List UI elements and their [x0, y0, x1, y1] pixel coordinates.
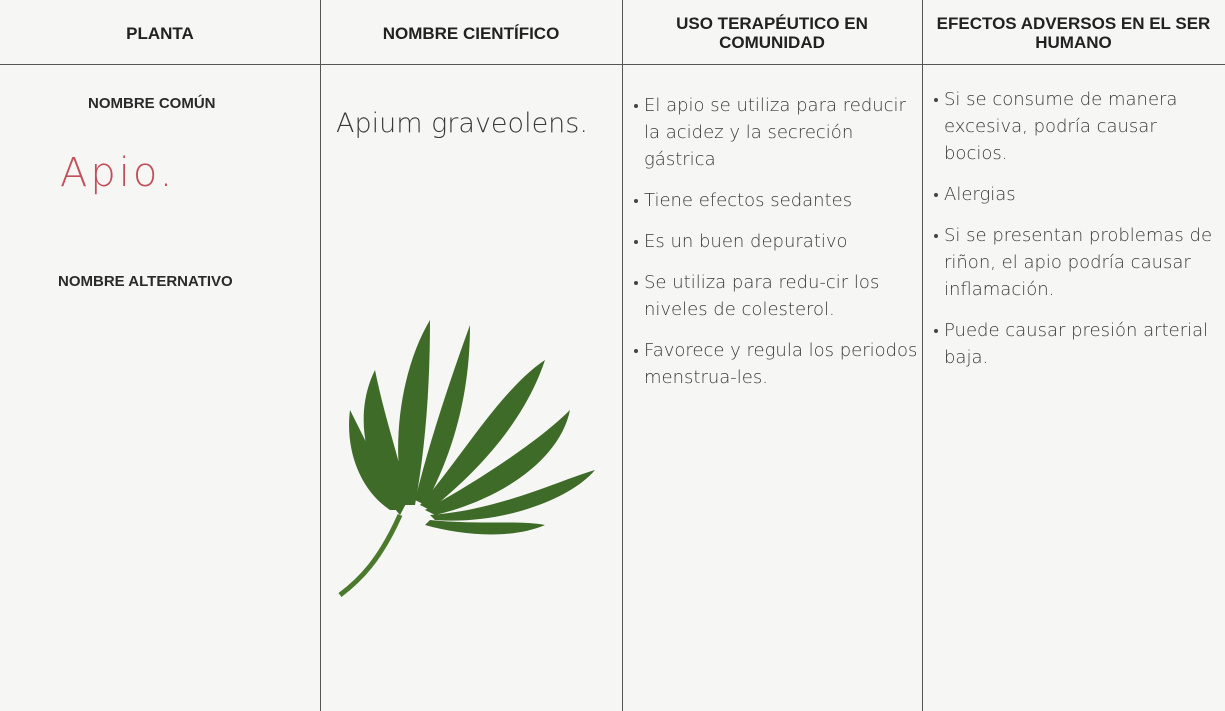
use-item: El apio se utiliza para reducir la acide…	[632, 92, 922, 173]
adverse-effects-list: Si se consume de manera excesiva, podría…	[932, 86, 1222, 385]
common-name: Apio.	[60, 150, 176, 196]
effect-item-text: Puede causar presión arterial baja.	[944, 320, 1209, 368]
column-header: NOMBRE CIENTÍFICO	[382, 23, 560, 43]
effect-item-text: Alergias	[944, 184, 1016, 205]
use-item-text: Favorece y regula los periodos menstrua-…	[644, 340, 918, 388]
effect-item: Alergias	[932, 181, 1222, 208]
use-item-text: Tiene efectos sedantes	[644, 190, 853, 211]
common-name-label: NOMBRE COMÚN	[88, 95, 216, 112]
bullet	[934, 329, 938, 333]
bullet	[634, 281, 638, 285]
bullet	[934, 193, 938, 197]
bullet	[634, 104, 638, 108]
column-header: EFECTOS ADVERSOS EN EL SER HUMANO	[936, 14, 1211, 52]
column-header: PLANTA	[126, 23, 194, 43]
alternative-name-label: NOMBRE ALTERNATIVO	[58, 273, 233, 290]
effect-item: Si se presentan problemas de riñon, el a…	[932, 222, 1222, 303]
use-item: Es un buen depurativo	[632, 228, 922, 255]
use-item: Tiene efectos sedantes	[632, 187, 922, 214]
header-divider	[0, 64, 1225, 65]
effect-item-text: Si se presentan problemas de riñon, el a…	[944, 225, 1213, 300]
use-item: Favorece y regula los periodos menstrua-…	[632, 337, 922, 391]
column-divider	[320, 0, 321, 711]
leaf-illustration	[338, 320, 595, 597]
scientific-name: Apium graveolens.	[336, 108, 588, 139]
bullet	[934, 234, 938, 238]
bullet	[634, 349, 638, 353]
leaf-blades	[349, 320, 595, 535]
column-divider	[922, 0, 923, 711]
effect-item-text: Si se consume de manera excesiva, podría…	[944, 89, 1178, 164]
use-item-text: El apio se utiliza para reducir la acide…	[644, 95, 906, 170]
uses-list: El apio se utiliza para reducir la acide…	[632, 92, 922, 405]
bullet	[634, 240, 638, 244]
bullet	[934, 98, 938, 102]
column-header: USO TERAPÉUTICO EN COMUNIDAD	[676, 14, 868, 52]
use-item: Se utiliza para redu-cir los niveles de …	[632, 269, 922, 323]
column-divider	[622, 0, 623, 711]
effect-item: Puede causar presión arterial baja.	[932, 317, 1222, 371]
effect-item: Si se consume de manera excesiva, podría…	[932, 86, 1222, 167]
use-item-text: Se utiliza para redu-cir los niveles de …	[644, 272, 880, 320]
use-item-text: Es un buen depurativo	[644, 231, 848, 252]
bullet	[634, 199, 638, 203]
leaf-stem	[338, 513, 403, 597]
